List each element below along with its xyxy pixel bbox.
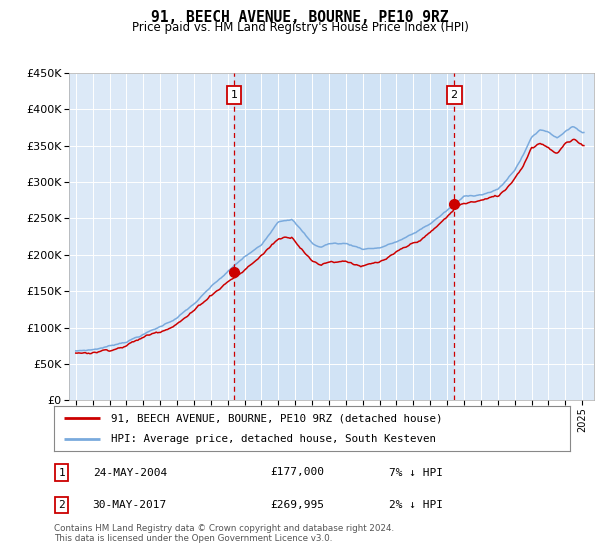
- Text: 2: 2: [58, 500, 65, 510]
- Text: 24-MAY-2004: 24-MAY-2004: [92, 468, 167, 478]
- Text: 91, BEECH AVENUE, BOURNE, PE10 9RZ (detached house): 91, BEECH AVENUE, BOURNE, PE10 9RZ (deta…: [111, 413, 442, 423]
- Text: HPI: Average price, detached house, South Kesteven: HPI: Average price, detached house, Sout…: [111, 433, 436, 444]
- Text: Contains HM Land Registry data © Crown copyright and database right 2024.
This d: Contains HM Land Registry data © Crown c…: [54, 524, 394, 543]
- Text: 91, BEECH AVENUE, BOURNE, PE10 9RZ: 91, BEECH AVENUE, BOURNE, PE10 9RZ: [151, 10, 449, 25]
- Text: 7% ↓ HPI: 7% ↓ HPI: [389, 468, 443, 478]
- Text: Price paid vs. HM Land Registry's House Price Index (HPI): Price paid vs. HM Land Registry's House …: [131, 21, 469, 34]
- Text: 1: 1: [58, 468, 65, 478]
- Text: £269,995: £269,995: [271, 500, 325, 510]
- Text: 2% ↓ HPI: 2% ↓ HPI: [389, 500, 443, 510]
- Text: £177,000: £177,000: [271, 468, 325, 478]
- Text: 2: 2: [451, 90, 458, 100]
- Text: 1: 1: [230, 90, 238, 100]
- Bar: [234, 73, 454, 400]
- Text: 30-MAY-2017: 30-MAY-2017: [92, 500, 167, 510]
